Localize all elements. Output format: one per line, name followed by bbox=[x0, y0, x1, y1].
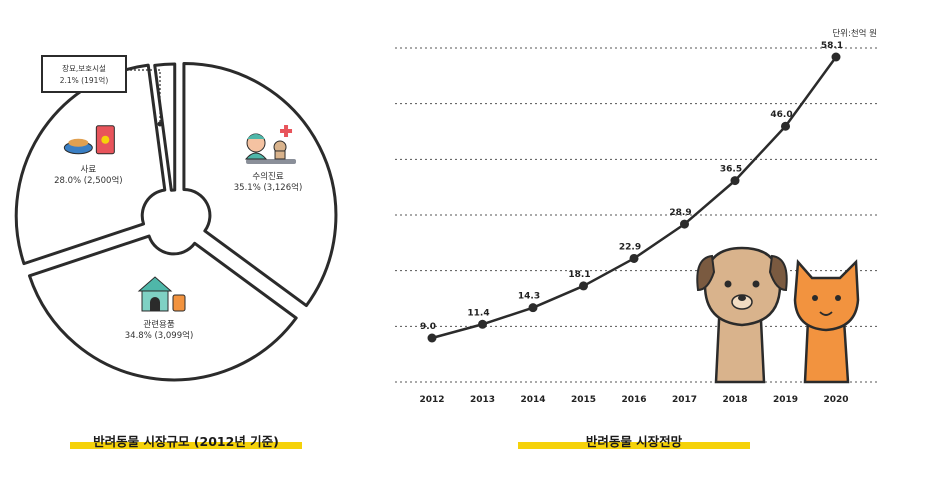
pie-slice-label: 수의진료 bbox=[252, 171, 283, 182]
line-caption: 반려동물 시장전망 bbox=[518, 431, 750, 450]
data-label: 11.4 bbox=[467, 308, 489, 318]
pie-slice-4 bbox=[153, 62, 177, 192]
pie-slice-value: 34.8% (3,099억) bbox=[125, 330, 194, 341]
data-label: 58.1 bbox=[821, 41, 843, 51]
kibble bbox=[68, 138, 89, 147]
data-label: 36.5 bbox=[720, 165, 742, 175]
pet-food-icon bbox=[63, 125, 115, 155]
veterinary-icon bbox=[244, 124, 297, 164]
dog-eye-right bbox=[752, 280, 760, 288]
pie-slice-label: 사료 bbox=[81, 165, 97, 175]
line-chart: 단위:천억 원 9.0 2012 11.4 2013 14.3 2014 18.1 2015 22… bbox=[395, 28, 877, 405]
dog-nose bbox=[738, 295, 746, 301]
x-tick-label: 2015 bbox=[571, 395, 596, 405]
pet-body bbox=[274, 150, 286, 160]
vet-body bbox=[244, 152, 268, 160]
data-point bbox=[730, 176, 740, 186]
data-point bbox=[579, 281, 588, 291]
cat-icon bbox=[793, 258, 860, 384]
x-tick-label: 2013 bbox=[470, 395, 495, 405]
pie-slice-value: 28.0% (2,500억) bbox=[54, 175, 123, 186]
data-point bbox=[427, 333, 437, 343]
medical-cross bbox=[280, 124, 293, 137]
x-tick-label: 2014 bbox=[520, 395, 545, 405]
data-point bbox=[680, 219, 689, 229]
data-label: 18.1 bbox=[568, 270, 590, 280]
x-tick-label: 2016 bbox=[621, 395, 646, 405]
cat-head bbox=[793, 258, 860, 332]
dog-head bbox=[703, 246, 782, 327]
data-point bbox=[629, 253, 639, 263]
cat-mouth bbox=[819, 311, 833, 316]
callout-leader bbox=[126, 69, 161, 122]
data-point bbox=[831, 52, 841, 62]
cat-eye-left bbox=[812, 295, 818, 301]
data-label: 46.0 bbox=[770, 110, 792, 120]
x-tick-label: 2017 bbox=[672, 395, 697, 405]
cat-eye-right bbox=[835, 295, 841, 301]
pet-house-icon bbox=[137, 276, 186, 312]
data-point bbox=[528, 303, 538, 313]
pie-slice-label: 관련용품 bbox=[143, 319, 174, 330]
dog-eye-left bbox=[724, 280, 732, 288]
callout-label: 장묘,보호시설 bbox=[62, 63, 106, 73]
vet-cap bbox=[247, 133, 266, 139]
x-tick-label: 2019 bbox=[773, 395, 798, 405]
data-label: 22.9 bbox=[619, 242, 641, 252]
pie-caption: 반려동물 시장규모 (2012년 기준) bbox=[70, 431, 302, 450]
data-point bbox=[781, 121, 790, 131]
data-point bbox=[478, 319, 487, 329]
callout-dot bbox=[157, 121, 163, 127]
data-label: 9.0 bbox=[420, 322, 436, 332]
data-label: 28.9 bbox=[669, 208, 691, 218]
pie-slice-shape bbox=[182, 61, 338, 308]
unit-label: 단위:천억 원 bbox=[832, 28, 877, 39]
supply-can bbox=[172, 294, 186, 312]
pie-callout: 장묘,보호시설 2.1% (191억) bbox=[41, 55, 163, 127]
x-tick-label: 2012 bbox=[419, 395, 444, 405]
dog-and-cat-illustration bbox=[696, 246, 860, 384]
data-label: 14.3 bbox=[518, 292, 540, 302]
dog-icon bbox=[696, 246, 788, 384]
house-door bbox=[150, 296, 161, 311]
dog-ear-left bbox=[696, 254, 716, 292]
dog-ear-right bbox=[768, 254, 788, 292]
food-bag-logo bbox=[101, 135, 110, 144]
pie-slice-shape bbox=[153, 62, 177, 192]
callout-value: 2.1% (191억) bbox=[60, 76, 109, 85]
x-tick-label: 2020 bbox=[823, 395, 848, 405]
callout-box bbox=[41, 55, 127, 93]
pie-slice-value: 35.1% (3,126억) bbox=[234, 182, 303, 193]
x-tick-label: 2018 bbox=[722, 395, 747, 405]
exam-table bbox=[246, 158, 297, 164]
